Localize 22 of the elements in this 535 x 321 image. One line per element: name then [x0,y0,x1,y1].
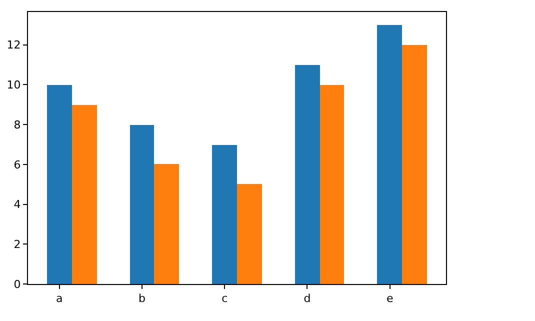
bar [72,105,97,284]
bar [402,45,427,284]
y-tick-label: 10 [6,78,21,92]
bar [130,125,154,284]
y-tick-label: 6 [14,158,21,172]
y-tick-label: 12 [6,38,21,52]
x-tick-label: e [386,292,394,306]
x-tick-label: d [304,292,311,306]
x-tick-label: c [222,292,228,306]
bar [320,85,344,284]
bar [377,25,402,284]
y-tick-label: 2 [14,238,21,251]
y-tick-label: 0 [14,278,21,291]
y-tick-label: 8 [14,118,21,132]
bar [47,85,72,284]
bar [212,145,237,284]
x-tick-label: a [56,292,63,306]
bar [237,184,262,284]
bar [154,164,179,284]
bar [295,65,320,284]
y-tick-label: 4 [14,198,21,212]
x-tick-label: b [138,292,146,306]
